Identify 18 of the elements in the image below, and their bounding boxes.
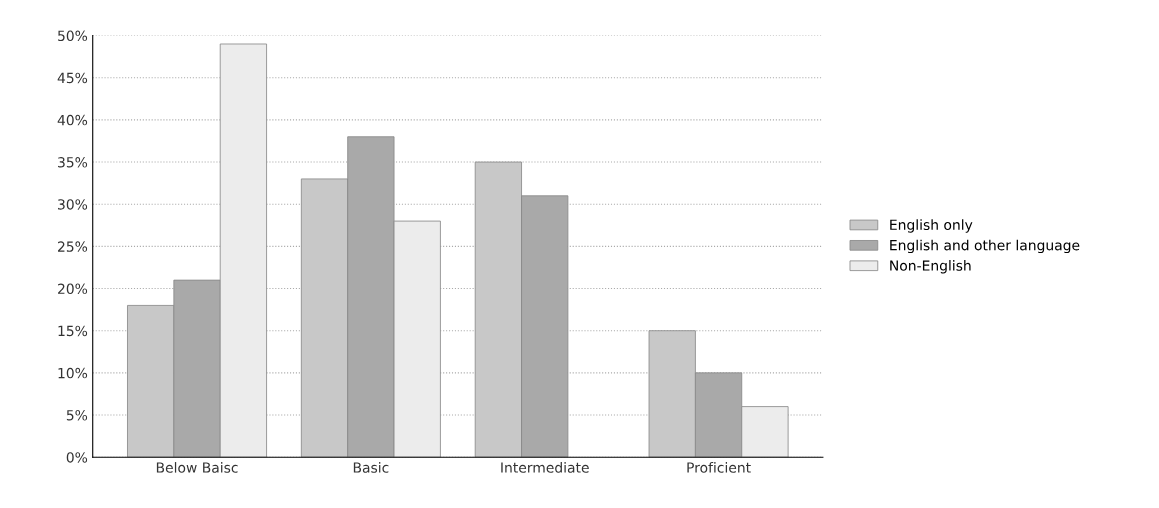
y-tick-label: 30% bbox=[58, 199, 88, 210]
legend-label: Non-English bbox=[890, 260, 971, 274]
y-tick-label: 40% bbox=[57, 114, 88, 126]
y-tick-label: 10% bbox=[58, 367, 88, 379]
legend-label: English and other language bbox=[890, 239, 1080, 254]
legend-label: English only bbox=[890, 219, 973, 233]
y-tick-label: 5% bbox=[66, 410, 88, 421]
y-tick-label: 15% bbox=[58, 325, 88, 337]
y-tick-label: 20% bbox=[58, 283, 88, 295]
x-tick-label: Below Baisc bbox=[156, 462, 238, 473]
y-tick-label: 50% bbox=[58, 30, 88, 42]
x-tick-label: Proficient bbox=[687, 462, 751, 473]
x-tick-label: Basic bbox=[353, 462, 389, 473]
y-tick-label: 45% bbox=[57, 72, 88, 84]
y-tick-label: 35% bbox=[58, 157, 88, 168]
y-tick-label: 0% bbox=[66, 452, 88, 463]
y-tick-label: 25% bbox=[58, 241, 88, 252]
x-tick-label: Intermediate bbox=[501, 462, 589, 473]
